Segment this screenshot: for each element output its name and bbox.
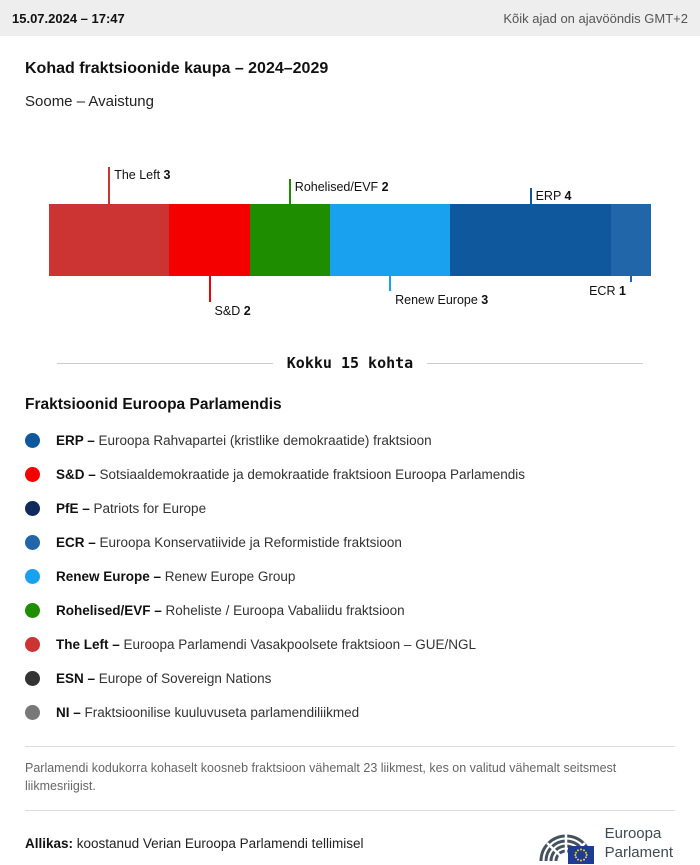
callout-tick-ecr (629, 276, 632, 282)
legend-item-renew-europe: Renew Europe – Renew Europe Group (25, 569, 675, 584)
legend-dot-esn (25, 671, 40, 686)
legend-label: S&D – Sotsiaaldemokraatide ja demokraati… (56, 467, 526, 482)
legend-label: Rohelised/EVF – Roheliste / Euroopa Vaba… (56, 603, 405, 618)
bar-segment-the-left (49, 204, 170, 276)
legend-list: ERP – Euroopa Rahvapartei (kristlike dem… (25, 433, 675, 720)
source-text: koostanud Verian Euroopa Parlamendi tell… (73, 835, 364, 851)
datetime-label: 15.07.2024 – 17:47 (12, 10, 125, 26)
total-seats-label: Kokku 15 kohta (286, 354, 414, 372)
legend-item-ni: NI – Fraktsioonilise kuuluvuseta parlame… (25, 705, 675, 720)
bar-segment-s-d (169, 204, 250, 276)
legend-label: Renew Europe – Renew Europe Group (56, 569, 296, 584)
callout-label-erp: ERP 4 (535, 189, 572, 203)
bar-segment-renew-europe (329, 204, 451, 276)
legend-item-rohelised-evf: Rohelised/EVF – Roheliste / Euroopa Vaba… (25, 603, 675, 618)
callout-tick-s-d (208, 276, 211, 302)
legend-dot-the-left (25, 637, 40, 652)
bottom-row: Allikas: koostanud Verian Euroopa Parlam… (25, 821, 675, 865)
legend-item-pfe: PfE – Patriots for Europe (25, 501, 675, 516)
bar-segment-rohelised-evf (249, 204, 330, 276)
callout-label-s-d: S&D 2 (214, 304, 251, 318)
source-line: Allikas: koostanud Verian Euroopa Parlam… (25, 836, 363, 851)
rule-left (57, 362, 273, 364)
legend-dot-ecr (25, 535, 40, 550)
legend-item-erp: ERP – Euroopa Rahvapartei (kristlike dem… (25, 433, 675, 448)
callout-label-renew-europe: Renew Europe 3 (395, 293, 489, 307)
callout-tick-rohelised-evf (288, 179, 291, 204)
timezone-note: Kõik ajad on ajavööndis GMT+2 (503, 10, 688, 26)
legend-dot-renew-europe (25, 569, 40, 584)
page-title: Kohad fraktsioonide kaupa – 2024–2029 (25, 60, 329, 77)
legend-item-the-left: The Left – Euroopa Parlamendi Vasakpools… (25, 637, 675, 652)
legend-label: The Left – Euroopa Parlamendi Vasakpools… (56, 637, 476, 652)
callout-label-rohelised-evf: Rohelised/EVF 2 (294, 180, 389, 194)
total-seats-row: Kokku 15 kohta (57, 354, 643, 372)
logo-wordmark: Euroopa Parlament (605, 824, 673, 863)
footnote: Parlamendi kodukorra kohaselt koosneb fr… (25, 761, 617, 793)
legend-dot-erp (25, 433, 40, 448)
legend-label: ECR – Euroopa Konservatiivide ja Reformi… (56, 535, 402, 550)
legend-dot-s-d (25, 467, 40, 482)
legend-label: PfE – Patriots for Europe (56, 501, 207, 516)
page-subtitle: Soome – Avaistung (25, 93, 154, 110)
bar-segment-ecr (610, 204, 651, 276)
divider-top (25, 746, 675, 747)
seat-chart: The Left 3 S&D 2 Rohelised/EVF 2 Renew Euro… (49, 156, 651, 322)
callout-label-ecr: ECR 1 (589, 284, 626, 298)
legend-item-ecr: ECR – Euroopa Konservatiivide ja Reformi… (25, 535, 675, 550)
seat-bar (49, 204, 651, 276)
legend-item-esn: ESN – Europe of Sovereign Nations (25, 671, 675, 686)
rule-right (427, 362, 643, 364)
european-parliament-logo: Euroopa Parlament (537, 821, 675, 865)
legend-dot-pfe (25, 501, 40, 516)
divider-bottom (25, 810, 675, 811)
legend-label: ESN – Europe of Sovereign Nations (56, 671, 272, 686)
source-label: Allikas: (25, 835, 74, 851)
legend-dot-ni (25, 705, 40, 720)
callout-label-the-left: The Left 3 (114, 168, 171, 182)
callout-tick-erp (529, 188, 532, 204)
logo-line1: Euroopa (604, 824, 662, 842)
callout-tick-the-left (108, 167, 111, 204)
legend-item-s-d: S&D – Sotsiaaldemokraatide ja demokraati… (25, 467, 675, 482)
callout-tick-renew-europe (389, 276, 392, 291)
hemicycle-logo-icon (539, 833, 594, 864)
legend-label: ERP – Euroopa Rahvapartei (kristlike dem… (56, 433, 432, 448)
top-bar: 15.07.2024 – 17:47 Kõik ajad on ajavöönd… (0, 0, 700, 36)
legend-dot-rohelised-evf (25, 603, 40, 618)
legend-label: NI – Fraktsioonilise kuuluvuseta parlame… (56, 705, 360, 720)
bar-segment-erp (450, 204, 611, 276)
legend-heading: Fraktsioonid Euroopa Parlamendis (25, 396, 282, 413)
